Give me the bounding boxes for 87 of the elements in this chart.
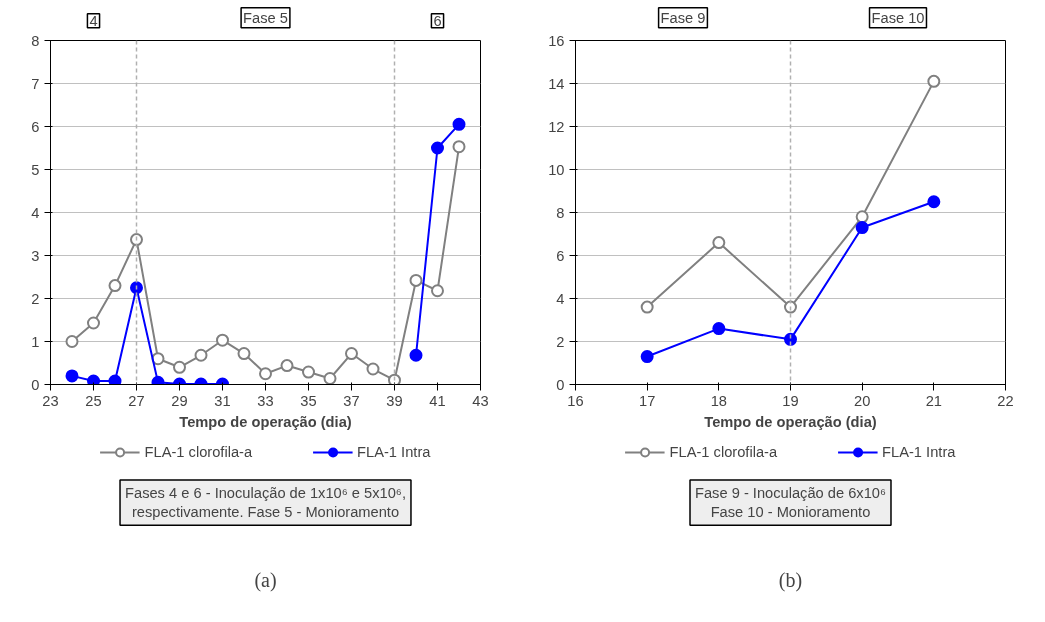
x-tick-label: 23: [42, 392, 59, 409]
legend-label: FLA-1 Intra: [357, 444, 431, 460]
point: [409, 273, 423, 287]
x-tick-label: 29: [171, 392, 188, 409]
point: [323, 371, 337, 385]
y-tick-label: 2: [31, 290, 40, 307]
point: [855, 210, 869, 224]
x-tick-label: 41: [429, 392, 446, 409]
text: Fases 4 e 6 - Inoculação de 1x10⁶ e 5x10⁶, respectivamente. Fase 5 - Monioramento: [125, 485, 406, 521]
point: [784, 332, 797, 346]
y-tick-label: 2: [556, 333, 565, 350]
x-tick-label: 37: [343, 392, 360, 409]
point: [712, 236, 726, 250]
point: [640, 300, 654, 314]
text: Fase 10: [871, 9, 925, 26]
text: Fase 9 - Inoculação de 6x10⁶ Fase 10 - Monioramento: [695, 485, 886, 521]
point: [87, 316, 100, 330]
point: [280, 359, 294, 373]
x-tick-label: 43: [472, 392, 489, 409]
point: [130, 281, 143, 295]
point: [65, 335, 79, 348]
y-tick-label: 1: [31, 333, 40, 350]
text: 6: [433, 12, 442, 29]
y-tick-label: 4: [31, 204, 40, 221]
point: [640, 350, 654, 364]
y-tick-label: 10: [548, 161, 565, 178]
point: [409, 348, 423, 362]
point: [855, 221, 869, 235]
x-tick-label: 22: [997, 392, 1014, 409]
point: [388, 373, 401, 385]
point: [302, 365, 315, 379]
point: [151, 352, 165, 366]
point: [194, 348, 208, 362]
y-tick-label: 6: [31, 118, 40, 135]
x-tick-label: 20: [854, 392, 871, 409]
y-tick-label: 16: [548, 32, 565, 49]
legend-label: FLA-1 clorofila-a: [669, 444, 778, 460]
point: [452, 117, 466, 131]
x-tick-label: 18: [710, 392, 727, 409]
text: (b): [778, 568, 803, 592]
point: [452, 140, 466, 154]
point: [87, 374, 100, 385]
y-tick-label: 0: [556, 376, 565, 393]
point: [259, 367, 272, 381]
point: [130, 233, 143, 247]
point: [712, 322, 726, 336]
point: [108, 279, 122, 293]
y-tick-label: 14: [548, 75, 565, 92]
legend-label: FLA-1 clorofila-a: [144, 444, 253, 460]
point: [927, 74, 941, 88]
point: [237, 347, 251, 361]
x-tick-label: 17: [639, 392, 656, 409]
point: [173, 360, 186, 374]
x-axis-title: Tempo de operação (dia): [704, 413, 877, 430]
point: [108, 374, 122, 385]
y-tick-label: 7: [31, 75, 40, 92]
text: Fase 5: [243, 9, 288, 26]
y-tick-label: 5: [31, 161, 40, 178]
point: [366, 362, 380, 376]
x-tick-label: 31: [214, 392, 231, 409]
y-tick-label: 4: [556, 290, 565, 307]
x-tick-label: 35: [300, 392, 317, 409]
x-tick-label: 33: [257, 392, 274, 409]
y-tick-label: 8: [31, 32, 40, 49]
y-tick-label: 8: [556, 204, 565, 221]
point: [431, 141, 444, 155]
point: [65, 369, 79, 383]
text: (a): [254, 568, 277, 592]
x-tick-label: 19: [782, 392, 799, 409]
point: [784, 300, 797, 314]
x-tick-label: 21: [925, 392, 942, 409]
point: [431, 284, 444, 298]
legend-label: FLA-1 Intra: [882, 444, 956, 460]
x-tick-label: 16: [567, 392, 584, 409]
y-tick-label: 0: [31, 376, 40, 393]
text: Fase 9: [660, 9, 706, 26]
x-tick-label: 25: [85, 392, 102, 409]
text: 4: [89, 12, 98, 29]
x-axis-title: Tempo de operação (dia): [179, 413, 352, 430]
y-tick-label: 6: [556, 247, 565, 264]
x-tick-label: 27: [128, 392, 145, 409]
point: [216, 333, 229, 347]
y-tick-label: 3: [31, 247, 40, 264]
x-tick-label: 39: [386, 392, 403, 409]
point: [345, 347, 358, 361]
point: [927, 195, 941, 209]
y-tick-label: 12: [548, 118, 565, 135]
